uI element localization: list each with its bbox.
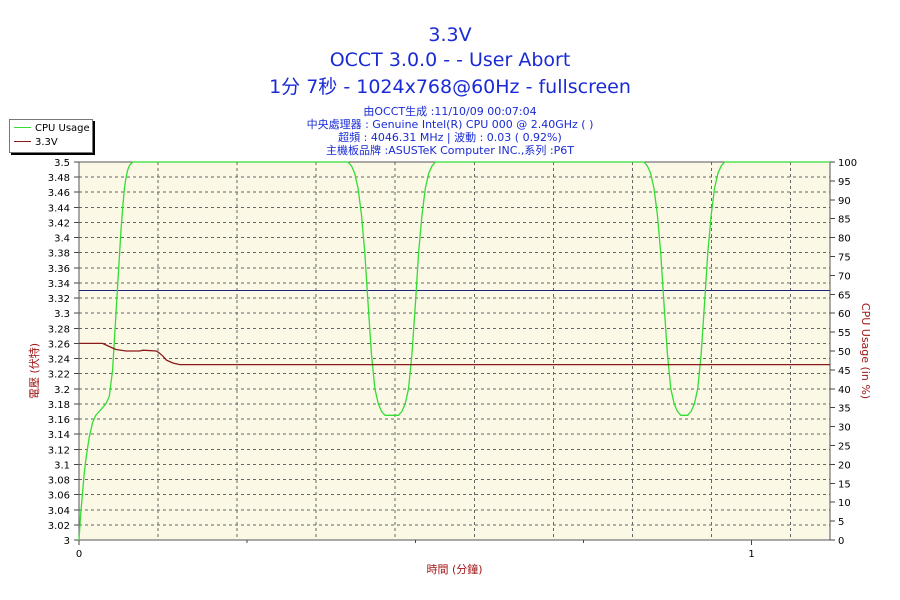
y2-tick-label: 70 [838, 271, 851, 282]
x-tick-label: 1 [748, 549, 754, 560]
legend-swatch-cpu-usage [14, 126, 31, 128]
y2-tick-label: 40 [838, 385, 851, 396]
x-axis-label: 時間 (分鐘) [426, 562, 482, 576]
y2-tick-label: 10 [838, 498, 851, 509]
plot-area [79, 162, 830, 540]
info-generated-by: 由OCCT生成 :11/10/09 00:07:04 [363, 105, 537, 118]
y2-tick-label: 45 [838, 366, 851, 377]
y-tick-label: 3.18 [48, 400, 70, 411]
y-tick-label: 3 [64, 536, 70, 547]
y2-tick-label: 0 [838, 536, 844, 547]
y-tick-label: 3.5 [54, 158, 70, 169]
y-tick-label: 3.22 [48, 370, 70, 381]
y2-tick-label: 80 [838, 234, 851, 245]
y2-tick-label: 35 [838, 404, 851, 415]
legend-label-cpu-usage: CPU Usage [35, 123, 90, 134]
y-tick-label: 3.46 [48, 188, 70, 199]
chart-subtitle-test-info: OCCT 3.0.0 - - User Abort [329, 49, 571, 71]
y-tick-label: 3.06 [48, 491, 70, 502]
y-tick-label: 3.32 [48, 294, 70, 305]
y-tick-label: 3.2 [54, 385, 70, 396]
y2-tick-label: 15 [838, 479, 851, 490]
y2-tick-label: 20 [838, 460, 851, 471]
y-tick-label: 3.44 [48, 203, 70, 214]
y-tick-label: 3.4 [54, 234, 70, 245]
y2-tick-label: 30 [838, 423, 851, 434]
y2-tick-label: 65 [838, 290, 851, 301]
legend-label-3v3: 3.3V [35, 137, 58, 148]
y-tick-label: 3.38 [48, 249, 70, 260]
y-tick-label: 3.42 [48, 218, 70, 229]
y2-tick-label: 50 [838, 347, 851, 358]
y2-tick-label: 90 [838, 196, 851, 207]
y-tick-label: 3.02 [48, 521, 70, 532]
y-tick-label: 3.48 [48, 173, 70, 184]
y-tick-label: 3.1 [54, 460, 70, 471]
y2-tick-label: 75 [838, 253, 851, 264]
y2-tick-label: 95 [838, 177, 851, 188]
info-frequency: 超頻 : 4046.31 MHz | 波動 : 0.03 ( 0.92%) [338, 131, 562, 144]
y2-tick-label: 85 [838, 215, 851, 226]
y2-axis-label: CPU Usage (in %) [859, 303, 872, 399]
series-line-3v3 [79, 342, 830, 366]
y-tick-label: 3.08 [48, 476, 70, 487]
y2-tick-label: 25 [838, 442, 851, 453]
legend-item-cpu-usage: CPU Usage [14, 123, 90, 135]
y2-tick-label: 55 [838, 328, 851, 339]
legend-item-3v3: 3.3V [14, 137, 58, 149]
y-axis-label: 電壓 (伏特) [27, 343, 41, 399]
legend-swatch-3v3 [14, 140, 31, 142]
y2-tick-label: 100 [838, 158, 857, 169]
y-tick-label: 3.04 [48, 506, 70, 517]
chart-title: 3.3V [428, 24, 472, 46]
y-tick-label: 3.16 [48, 415, 70, 426]
y-tick-label: 3.26 [48, 339, 70, 350]
y2-tick-label: 60 [838, 309, 851, 320]
legend: CPU Usage 3.3V [9, 119, 93, 153]
y-tick-label: 3.34 [48, 279, 70, 290]
y-tick-label: 3.3 [54, 309, 70, 320]
y-tick-label: 3.14 [48, 430, 70, 441]
info-motherboard: 主機板品牌 :ASUSTeK Computer INC.,系列 :P6T [326, 144, 574, 157]
y-tick-label: 3.28 [48, 324, 70, 335]
info-cpu: 中央處理器 : Genuine Intel(R) CPU 000 @ 2.40G… [306, 118, 594, 131]
y2-tick-label: 5 [838, 517, 844, 528]
chart-subtitle-run-info: 1分 7秒 - 1024x768@60Hz - fullscreen [269, 76, 631, 98]
y-tick-label: 3.24 [48, 355, 70, 366]
y-tick-label: 3.12 [48, 445, 70, 456]
y-tick-label: 3.36 [48, 264, 70, 275]
series-line-cpu-usage [78, 161, 830, 541]
x-tick-label: 0 [76, 549, 82, 560]
